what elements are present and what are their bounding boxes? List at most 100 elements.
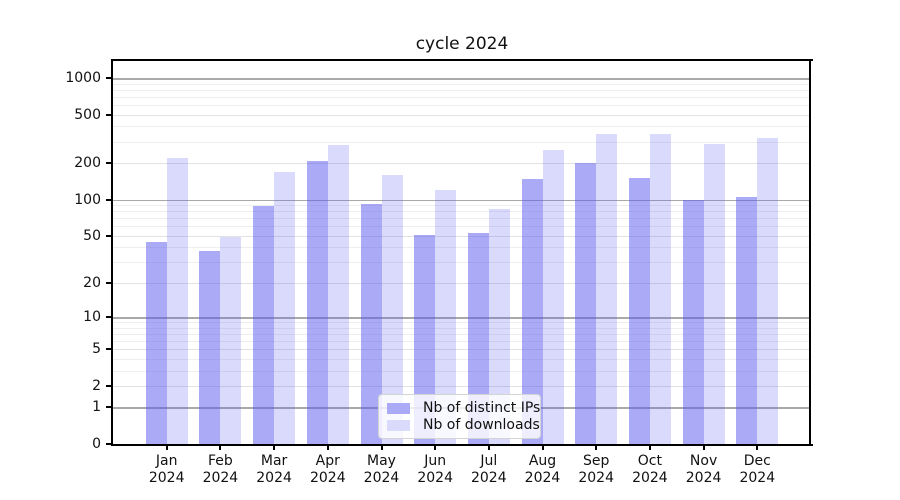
bar-downloads-feb — [220, 236, 242, 444]
y-tick-2 — [106, 384, 111, 387]
legend-row-downloads: Nb of downloads — [387, 417, 540, 433]
x-tick-label-sep: Sep 2024 — [578, 453, 614, 486]
spine-right — [809, 59, 811, 446]
legend-swatch-downloads — [387, 419, 410, 431]
gridline-6 — [113, 340, 811, 342]
y-tick-1000 — [106, 77, 111, 79]
gridline-70 — [113, 218, 811, 220]
gridline-60 — [113, 226, 811, 228]
y-tick-label-5: 5 — [92, 341, 101, 358]
bar-distinct-ips-may — [360, 204, 382, 444]
gridline-600 — [113, 105, 811, 106]
bar-downloads-oct — [649, 133, 671, 444]
bar-distinct-ips-mar — [253, 206, 275, 444]
spine-top — [111, 59, 813, 61]
y-tick-50 — [106, 234, 111, 237]
y-tick-label-500: 500 — [74, 106, 101, 123]
bar-downloads-may — [381, 174, 403, 444]
gridline-5 — [113, 349, 811, 351]
y-tick-1 — [106, 406, 111, 409]
bar-distinct-ips-sep — [575, 163, 597, 444]
bar-distinct-ips-aug — [521, 178, 543, 444]
bar-downloads-jun — [435, 189, 457, 444]
x-tick-label-aug: Aug 2024 — [524, 453, 561, 486]
spine-left — [111, 59, 113, 446]
x-tick-jan — [165, 446, 168, 450]
bar-distinct-ips-nov — [682, 199, 704, 444]
y-tick-20 — [106, 281, 111, 284]
y-tick-500 — [106, 113, 111, 116]
x-tick-apr — [326, 446, 329, 450]
gridline-20 — [113, 282, 811, 284]
gridline-400 — [113, 126, 811, 128]
gridline-8 — [113, 327, 811, 329]
gridline-1000 — [113, 78, 811, 80]
x-tick-label-dec: Dec 2024 — [739, 453, 776, 486]
bar-downloads-jul — [488, 208, 510, 444]
x-tick-jun — [434, 446, 437, 450]
y-tick-5 — [106, 348, 111, 351]
legend-swatch-distinct-ips — [387, 402, 410, 414]
y-tick-label-2: 2 — [92, 377, 101, 394]
legend-label-distinct-ips: Nb of distinct IPs — [423, 400, 541, 416]
x-tick-jul — [487, 446, 490, 450]
x-tick-aug — [541, 446, 544, 450]
bar-distinct-ips-jan — [145, 242, 167, 444]
bar-downloads-apr — [327, 144, 349, 444]
plot-area — [113, 61, 811, 444]
x-tick-mar — [273, 446, 276, 450]
gridline-2 — [113, 385, 811, 387]
x-tick-label-may: May 2024 — [363, 453, 400, 486]
y-tick-0 — [106, 443, 111, 445]
legend-row-distinct-ips: Nb of distinct IPs — [387, 400, 540, 416]
x-tick-oct — [648, 446, 651, 450]
x-tick-label-apr: Apr 2024 — [309, 453, 346, 486]
x-tick-dec — [756, 446, 759, 450]
x-tick-label-oct: Oct 2024 — [632, 453, 668, 486]
gridline-7 — [113, 333, 811, 335]
x-tick-label-jul: Jul 2024 — [470, 453, 507, 486]
y-tick-200 — [106, 162, 111, 164]
bar-distinct-ips-apr — [306, 160, 328, 444]
gridline-700 — [113, 96, 811, 98]
gridline-500 — [113, 114, 811, 116]
bar-downloads-sep — [596, 134, 618, 444]
x-tick-may — [380, 446, 383, 450]
legend: Nb of distinct IPs Nb of downloads — [378, 394, 541, 439]
y-tick-label-100: 100 — [74, 191, 101, 208]
x-tick-sep — [595, 446, 598, 450]
x-tick-label-jan: Jan 2024 — [148, 453, 185, 486]
gridline-800 — [113, 89, 811, 91]
bar-distinct-ips-feb — [199, 251, 221, 444]
y-tick-label-10: 10 — [83, 309, 101, 325]
y-tick-10 — [106, 316, 111, 318]
y-tick-label-1000: 1000 — [65, 70, 101, 86]
bar-downloads-aug — [542, 150, 564, 444]
y-tick-100 — [106, 198, 111, 201]
gridline-50 — [113, 235, 811, 237]
gridline-4 — [113, 358, 811, 360]
bar-distinct-ips-jul — [467, 232, 489, 444]
gridline-300 — [113, 141, 811, 143]
chart-title: cycle 2024 — [415, 34, 509, 54]
y-tick-label-1: 1 — [92, 399, 101, 416]
bar-downloads-nov — [703, 144, 725, 444]
gridline-40 — [113, 247, 811, 249]
x-tick-nov — [702, 446, 705, 450]
y-tick-label-0: 0 — [92, 436, 101, 452]
legend-label-downloads: Nb of downloads — [423, 417, 540, 433]
bar-downloads-jan — [166, 157, 188, 444]
gridline-30 — [113, 262, 811, 264]
bar-downloads-dec — [757, 137, 779, 444]
bar-distinct-ips-oct — [628, 177, 650, 444]
spine-bottom — [111, 444, 813, 446]
x-tick-label-feb: Feb 2024 — [202, 453, 239, 486]
y-tick-label-20: 20 — [83, 274, 101, 291]
gridline-90 — [113, 205, 811, 206]
y-tick-label-50: 50 — [83, 227, 101, 244]
x-tick-label-mar: Mar 2024 — [256, 453, 292, 486]
gridline-100 — [113, 199, 811, 201]
y-tick-label-200: 200 — [74, 155, 101, 171]
gridline-10 — [113, 317, 811, 319]
